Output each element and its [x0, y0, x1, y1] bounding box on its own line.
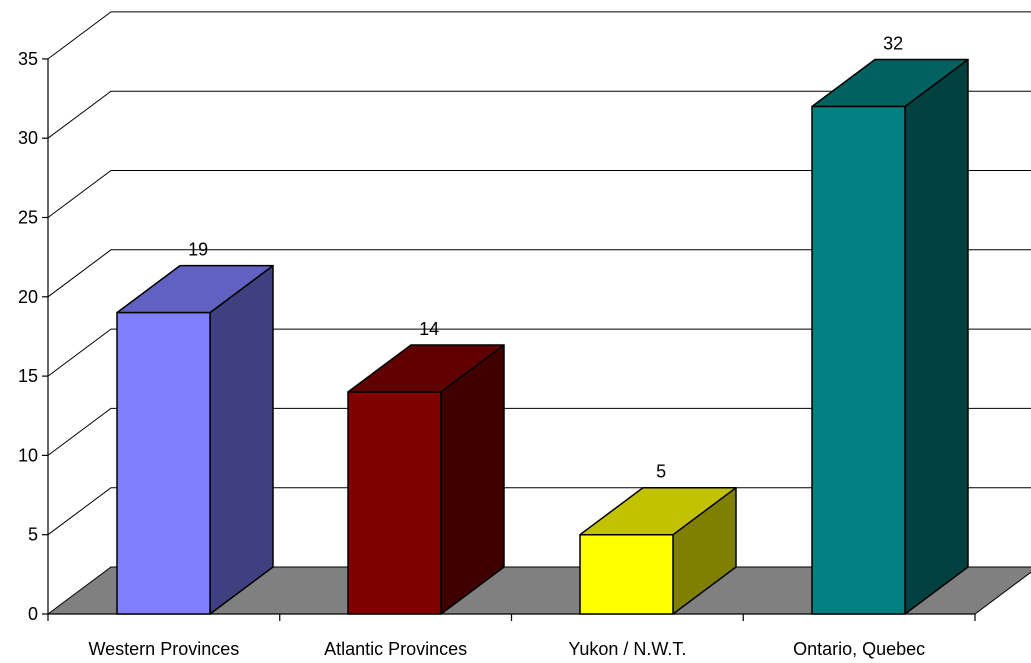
category-label: Ontario, Quebec: [793, 639, 925, 659]
category-label: Yukon / N.W.T.: [568, 639, 686, 659]
gridline: [47, 249, 1031, 298]
gridline: [47, 90, 1031, 139]
category-label: Western Provinces: [89, 639, 240, 659]
gridline: [47, 407, 1031, 456]
y-tick-label: 30: [18, 128, 38, 148]
bar: [116, 264, 274, 615]
bar: [579, 486, 737, 615]
bar: [811, 58, 969, 615]
gridline: [47, 11, 1031, 60]
data-label: 32: [883, 33, 903, 53]
gridline: [47, 328, 1031, 377]
y-tick-label: 10: [18, 445, 38, 465]
y-tick-label: 25: [18, 208, 38, 228]
bar-front-face: [347, 391, 442, 615]
y-tick-label: 35: [18, 49, 38, 69]
bar-side-face: [904, 58, 969, 615]
bar-front-face: [811, 105, 906, 615]
data-label: 19: [188, 240, 208, 260]
bar-front-face: [579, 533, 674, 615]
bar-side-face: [209, 264, 274, 615]
gridline: [47, 170, 1031, 218]
y-tick-label: 5: [28, 525, 38, 545]
bar-front-face: [116, 311, 211, 615]
y-tick-label: 20: [18, 287, 38, 307]
y-tick-label: 0: [28, 604, 38, 624]
category-label: Atlantic Provinces: [324, 639, 467, 659]
data-label: 5: [656, 462, 666, 482]
bar: [347, 344, 505, 615]
data-label: 14: [419, 319, 439, 339]
y-tick-label: 15: [18, 366, 38, 386]
